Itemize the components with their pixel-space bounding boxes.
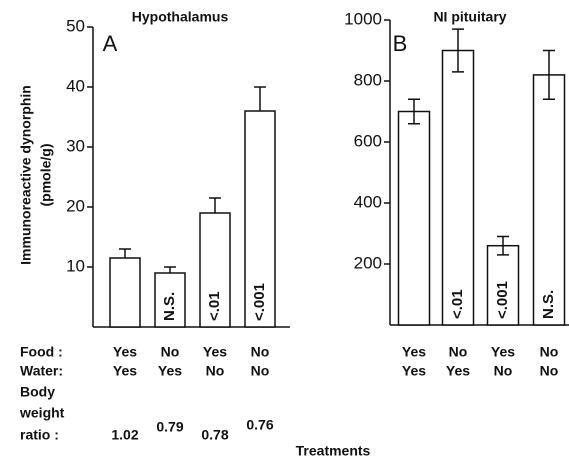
chart-title: NI pituitary xyxy=(433,9,506,25)
error-bar xyxy=(543,49,555,101)
chart-title: Hypothalamus xyxy=(132,9,229,25)
error-bar xyxy=(497,235,509,256)
y-tick-label: 400 xyxy=(354,192,382,211)
y-tick-label: 10 xyxy=(66,256,85,275)
food-label: No xyxy=(161,344,180,360)
weight-ratio: 0.79 xyxy=(156,419,183,435)
weight-ratio: 0.78 xyxy=(201,427,228,443)
y-tick-label: 800 xyxy=(354,70,382,89)
y-tick-label: 30 xyxy=(66,136,85,155)
y-tick-label: 50 xyxy=(66,16,85,35)
error-bar xyxy=(452,28,464,73)
weight-ratio: 1.02 xyxy=(111,427,138,443)
bar xyxy=(486,244,520,326)
water-label: No xyxy=(494,363,513,379)
food-label: No xyxy=(449,344,468,360)
food-label: Yes xyxy=(491,344,515,360)
bar xyxy=(532,74,566,326)
bar xyxy=(199,212,231,328)
water-label: Yes xyxy=(158,363,182,379)
food-label: Yes xyxy=(203,344,227,360)
error-bar xyxy=(164,266,176,273)
food-label: No xyxy=(251,344,270,360)
value-label: <.01 xyxy=(206,291,223,321)
food-label: Yes xyxy=(402,344,426,360)
panel-letter: A xyxy=(103,31,118,56)
error-bar xyxy=(408,98,420,125)
water-label: No xyxy=(206,363,225,379)
row-label: ratio : xyxy=(20,427,59,443)
water-label: Yes xyxy=(402,363,426,379)
bar xyxy=(244,110,276,328)
value-label: <.001 xyxy=(494,281,511,319)
x-axis-label: Treatments xyxy=(296,443,371,459)
water-label: Yes xyxy=(446,363,470,379)
y-tick-label: 20 xyxy=(66,196,85,215)
bar xyxy=(397,110,431,326)
value-label: N.S. xyxy=(540,290,557,319)
food-label: Yes xyxy=(113,344,137,360)
bar xyxy=(154,272,186,328)
row-label: Body xyxy=(20,384,55,400)
bar xyxy=(109,257,141,328)
row-label: Water: xyxy=(20,363,63,379)
error-bar xyxy=(254,86,266,111)
panel-letter: B xyxy=(393,31,408,56)
bar xyxy=(441,49,475,326)
y-axis-label: Immunoreactive dynorphin xyxy=(18,85,34,265)
y-tick-label: 600 xyxy=(354,131,382,150)
food-label: No xyxy=(540,344,559,360)
value-label: <.01 xyxy=(449,289,466,319)
row-label: weight xyxy=(19,405,65,421)
value-label: <.001 xyxy=(251,283,268,321)
y-tick-label: 200 xyxy=(354,253,382,272)
error-bar xyxy=(119,248,131,258)
weight-ratio: 0.76 xyxy=(246,417,273,433)
row-label: Food : xyxy=(20,344,63,360)
y-tick-label: 40 xyxy=(66,76,85,95)
water-label: No xyxy=(540,363,559,379)
y-tick-label: 1000 xyxy=(344,9,382,28)
value-label: N.S. xyxy=(161,292,178,321)
y-axis-label: (pmole/g) xyxy=(38,144,54,207)
water-label: No xyxy=(251,363,270,379)
error-bar xyxy=(209,197,221,213)
water-label: Yes xyxy=(113,363,137,379)
